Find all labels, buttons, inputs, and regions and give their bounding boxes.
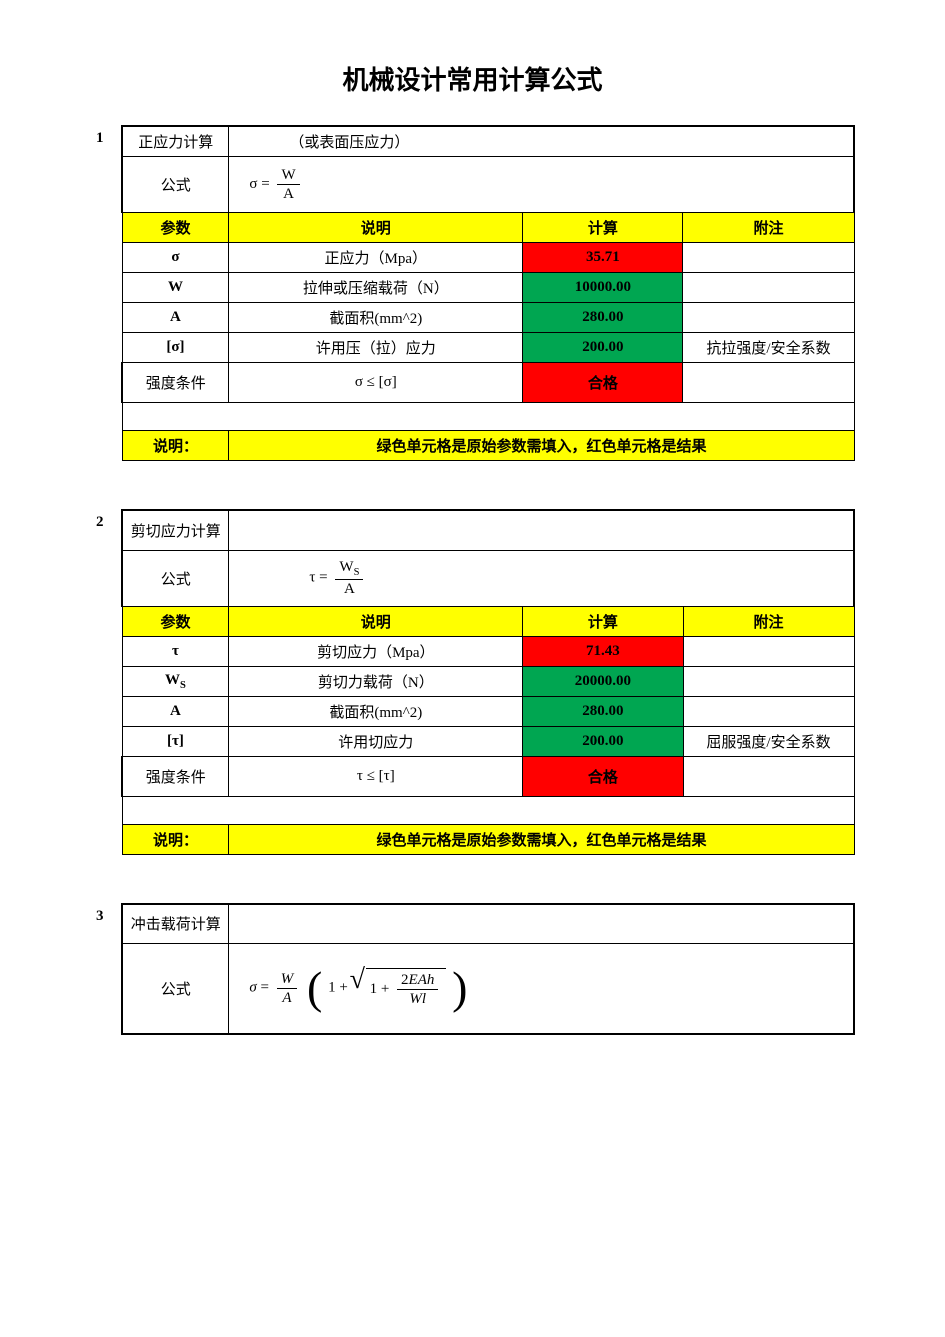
section-number: 1 [90,126,122,461]
section-number: 3 [90,904,122,1034]
table-row: A 截面积(mm^2) 280.00 [90,696,854,726]
section-number: 2 [90,510,122,854]
col-header-calc: 计算 [523,606,683,636]
section-title: 正应力计算 [122,126,229,157]
col-header-param: 参数 [122,213,229,243]
col-header-calc: 计算 [523,213,683,243]
table-row: A 截面积(mm^2) 280.00 [90,303,854,333]
col-header-note: 附注 [683,606,854,636]
section-subtitle: （或表面压应力） [229,126,854,157]
table-1: 1 正应力计算 （或表面压应力） 公式 σ = WA 参数 说明 计算 附注 σ… [90,125,855,461]
table-row: σ 正应力（Mpa） 35.71 [90,243,854,273]
spacer [122,796,854,824]
table-row: W 拉伸或压缩载荷（N） 10000.00 [90,273,854,303]
formula-cell: σ = WA ( 1 + 1 + 2EAhWl ) [229,944,854,1034]
section-3: 3 冲击载荷计算 公式 σ = WA ( 1 + 1 + 2EAhWl ) [90,903,855,1035]
table-row: 强度条件 σ ≤ [σ] 合格 [90,363,854,403]
page: 机械设计常用计算公式 1 正应力计算 （或表面压应力） 公式 σ = WA [0,0,945,1123]
table-row: WS 剪切力载荷（N） 20000.00 [90,666,854,696]
section-title: 冲击载荷计算 [122,904,229,944]
section-subtitle [229,510,854,550]
table-3: 3 冲击载荷计算 公式 σ = WA ( 1 + 1 + 2EAhWl ) [90,903,855,1035]
table-row: [τ] 许用切应力 200.00 屈服强度/安全系数 [90,726,854,756]
table-row: τ 剪切应力（Mpa） 71.43 [90,636,854,666]
col-header-note: 附注 [683,213,854,243]
document-title: 机械设计常用计算公式 [90,60,855,97]
formula-label: 公式 [122,157,229,213]
footer-note-text: 绿色单元格是原始参数需填入，红色单元格是结果 [229,431,854,461]
col-header-param: 参数 [122,606,229,636]
col-header-desc: 说明 [229,213,523,243]
footer-note-label: 说明： [122,824,229,854]
spacer [122,403,854,431]
table-row: [σ] 许用压（拉）应力 200.00 抗拉强度/安全系数 [90,333,854,363]
formula-label: 公式 [122,944,229,1034]
section-2: 2 剪切应力计算 公式 τ = WSA 参数 说明 计算 附注 τ 剪切应力（M… [90,509,855,855]
col-header-desc: 说明 [229,606,523,636]
section-title: 剪切应力计算 [122,510,229,550]
section-1: 1 正应力计算 （或表面压应力） 公式 σ = WA 参数 说明 计算 附注 σ… [90,125,855,461]
table-row: 强度条件 τ ≤ [τ] 合格 [90,756,854,796]
table-2: 2 剪切应力计算 公式 τ = WSA 参数 说明 计算 附注 τ 剪切应力（M… [90,509,855,855]
footer-note-label: 说明： [122,431,229,461]
formula-cell: σ = WA [229,157,854,213]
formula-label: 公式 [122,550,229,606]
footer-note-text: 绿色单元格是原始参数需填入，红色单元格是结果 [229,824,854,854]
section-subtitle [229,904,854,944]
formula-cell: τ = WSA [229,550,854,606]
